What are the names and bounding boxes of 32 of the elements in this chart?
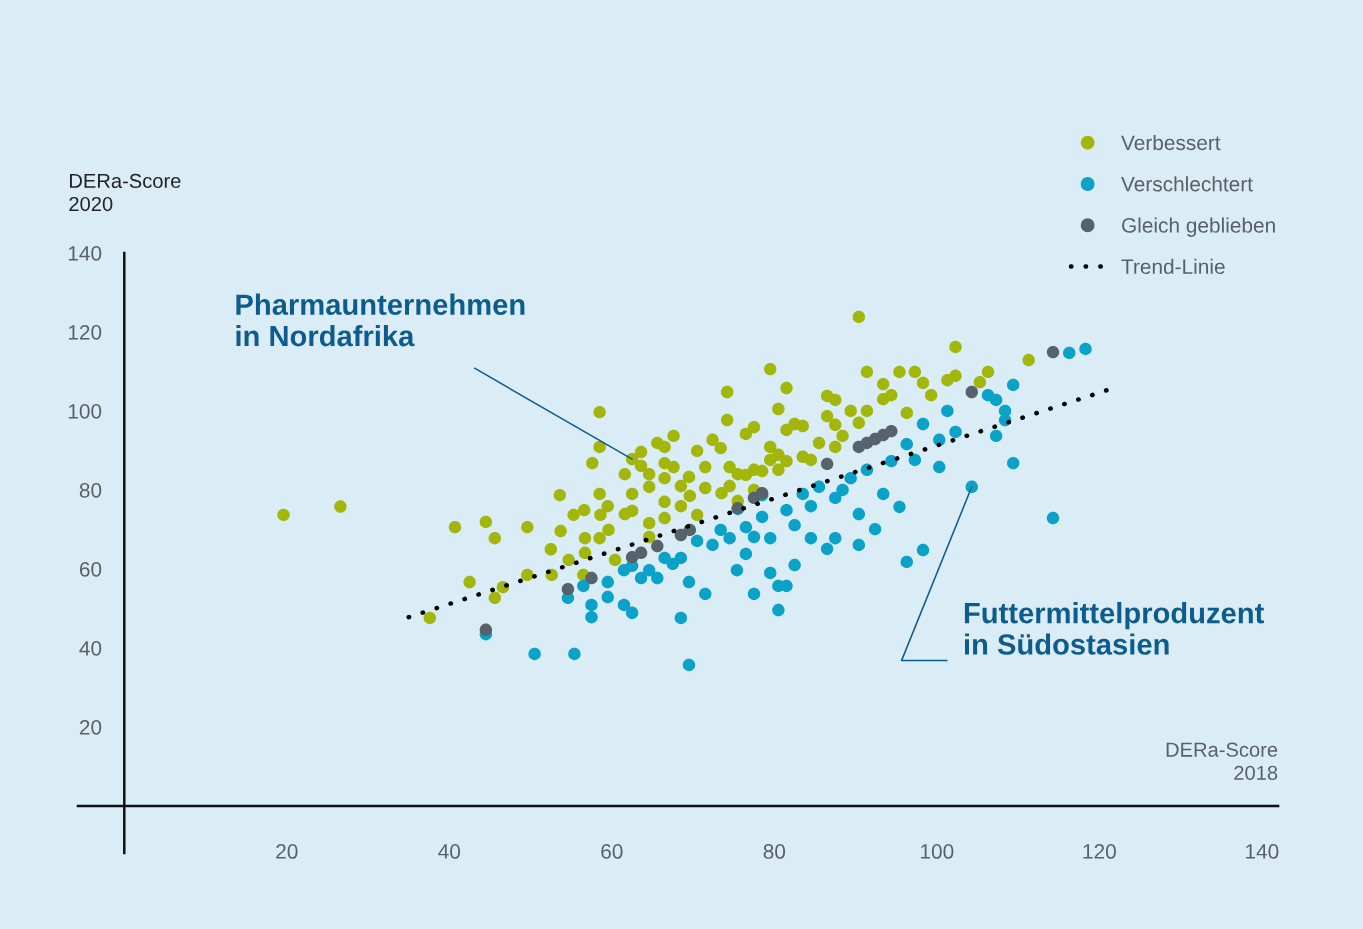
x-tick-label: 100 bbox=[921, 844, 954, 859]
y-tick-label: 140 bbox=[68, 245, 102, 261]
point bbox=[965, 385, 978, 399]
point bbox=[651, 539, 664, 553]
y-tick-label: 100 bbox=[68, 403, 102, 419]
point bbox=[820, 457, 834, 471]
y-tick-label: 120 bbox=[68, 324, 102, 340]
y-tick-label: 60 bbox=[79, 561, 102, 577]
y-axis-title: DERa-Score 2020 bbox=[69, 173, 181, 212]
x-tick-label: 80 bbox=[763, 844, 786, 859]
point bbox=[885, 424, 898, 438]
x-tick-label: 140 bbox=[1246, 844, 1279, 859]
point bbox=[634, 546, 648, 559]
point bbox=[479, 623, 493, 637]
legend-label: Verbessert bbox=[1121, 134, 1221, 151]
x-axis-title: DERa-Score 2018 bbox=[1166, 742, 1278, 780]
x-tick-label: 20 bbox=[276, 844, 298, 859]
point bbox=[674, 528, 688, 542]
point bbox=[1046, 345, 1060, 359]
x-tick-label: 40 bbox=[438, 844, 461, 859]
legend-label: Verschlechtert bbox=[1121, 176, 1253, 192]
y-tick-label: 20 bbox=[79, 720, 102, 735]
legend-label: Gleich geblieben bbox=[1122, 217, 1275, 237]
point bbox=[585, 571, 598, 585]
x-tick-label: 60 bbox=[601, 844, 623, 859]
y-tick-label: 40 bbox=[79, 640, 102, 656]
x-tick-label: 120 bbox=[1083, 844, 1116, 859]
annotation: Futtermittelproduzent in Südostasien bbox=[964, 601, 1264, 655]
annotation: Pharmaunternehmen in Nordafrika bbox=[236, 293, 525, 347]
point bbox=[561, 582, 575, 596]
legend-label: Trend-Linie bbox=[1121, 258, 1225, 275]
y-tick-label: 80 bbox=[79, 482, 102, 498]
